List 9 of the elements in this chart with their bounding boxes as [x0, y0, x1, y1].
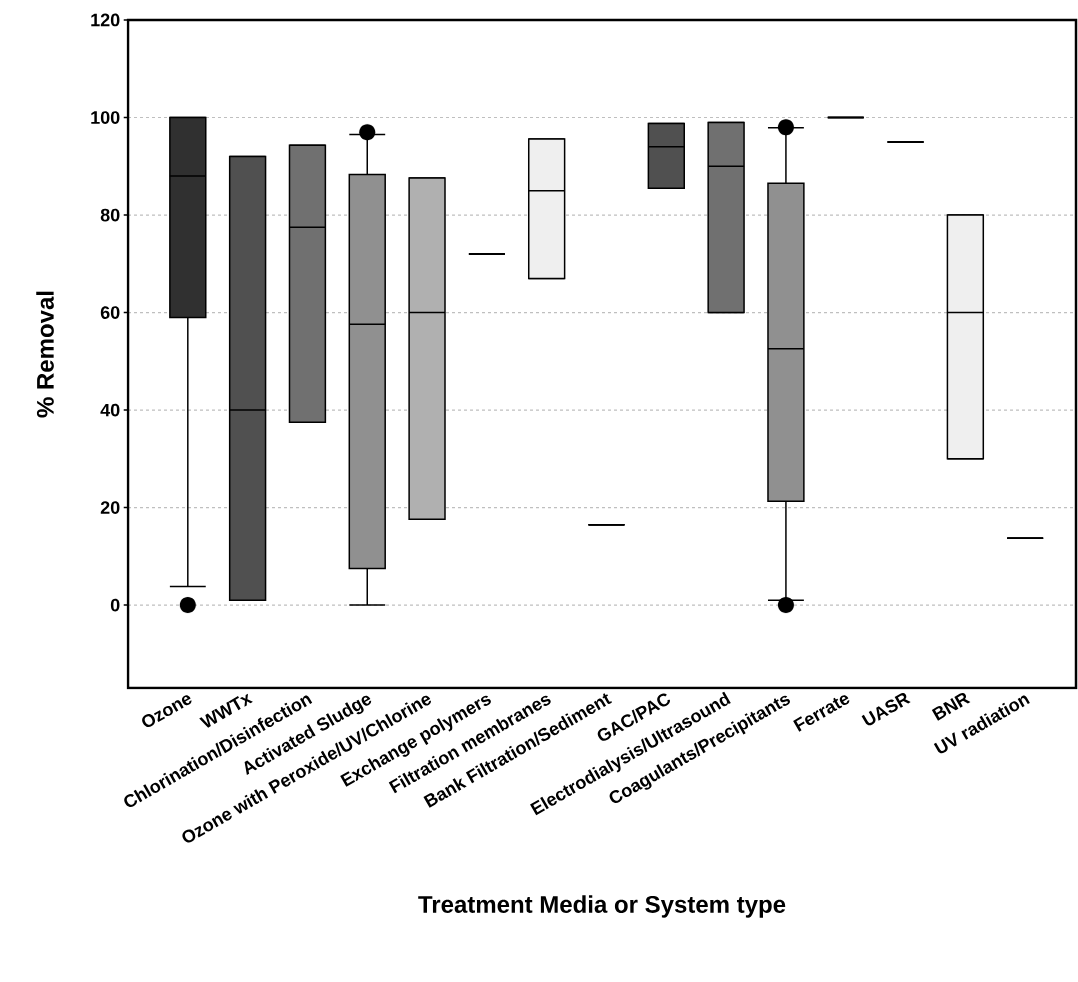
- x-axis-title: Treatment Media or System type: [418, 895, 786, 918]
- y-axis-title: % Removal: [36, 291, 54, 418]
- y-tick-label: 100: [91, 111, 120, 124]
- y-tick-label: 20: [100, 501, 120, 514]
- y-tick-label: 80: [100, 208, 120, 222]
- y-tick-label: 40: [100, 403, 120, 417]
- y-tick-label: 60: [100, 306, 120, 319]
- y-tick-label: 120: [91, 13, 120, 27]
- y-tick-label: 0: [110, 598, 120, 612]
